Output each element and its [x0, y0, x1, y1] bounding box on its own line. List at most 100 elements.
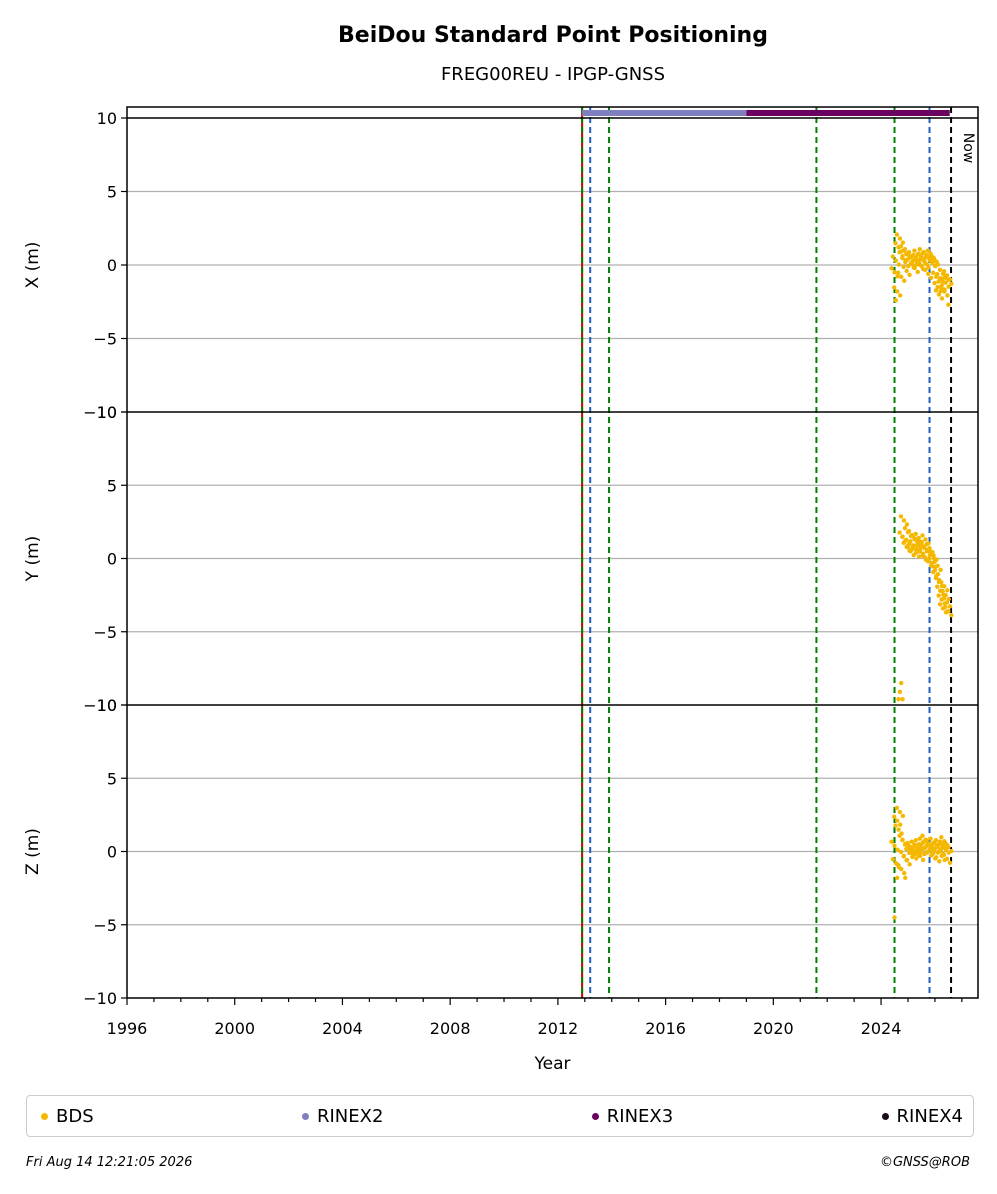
data-point-x	[925, 271, 931, 277]
data-point-x	[931, 270, 936, 275]
x-tick-label: 2016	[645, 1019, 686, 1038]
data-point-y	[931, 569, 936, 575]
data-point-x	[937, 267, 943, 273]
data-point-x	[909, 261, 914, 267]
y-axis-label-y: Y (m)	[23, 536, 43, 583]
data-point-y	[923, 537, 928, 542]
y-tick-label-x: −10	[83, 403, 117, 422]
data-point-x	[904, 268, 909, 274]
data-point-x	[936, 292, 942, 297]
data-point-x	[906, 249, 912, 255]
legend-label-bds: BDS	[56, 1105, 94, 1127]
data-point-z	[897, 833, 902, 838]
data-point-y	[941, 596, 947, 601]
data-point-z	[937, 859, 942, 864]
footer-credit: ©GNSS@ROB	[879, 1155, 970, 1170]
data-point-x	[897, 249, 902, 255]
data-point-x	[892, 285, 897, 290]
data-point-x	[932, 280, 937, 286]
data-point-y	[898, 514, 904, 519]
legend-item-rinex3: RINEX3	[591, 1105, 674, 1127]
now-label: Now	[960, 133, 976, 164]
data-point-y	[945, 588, 950, 593]
data-point-z	[897, 809, 903, 815]
x-tick-label: 2004	[322, 1019, 363, 1038]
data-point-z	[895, 847, 900, 852]
data-point-y	[927, 556, 932, 562]
data-point-y	[921, 544, 927, 550]
data-point-y	[928, 549, 933, 554]
data-point-y	[936, 593, 941, 598]
data-point-x	[917, 247, 922, 252]
data-point-z	[903, 875, 908, 881]
data-point-z	[900, 813, 906, 819]
data-point-y	[904, 522, 910, 527]
y-tick-label-z: 10	[97, 696, 117, 715]
x-tick-label: 2008	[430, 1019, 471, 1038]
data-point-z	[917, 853, 923, 859]
data-point-z	[925, 840, 931, 846]
data-point-z	[902, 870, 907, 876]
data-point-x	[914, 258, 920, 264]
data-point-x	[899, 274, 904, 279]
legend: BDS RINEX2 RINEX3 RINEX4	[26, 1095, 974, 1137]
data-point-y	[938, 567, 943, 573]
data-point-x	[946, 302, 951, 307]
data-point-x	[912, 248, 917, 253]
data-point-y	[933, 575, 939, 581]
data-point-z	[934, 855, 939, 860]
data-point-x	[894, 232, 900, 237]
data-point-y	[916, 537, 921, 543]
legend-label-rinex3: RINEX3	[606, 1105, 674, 1127]
data-point-x	[935, 262, 941, 267]
data-point-x	[900, 240, 906, 245]
data-point-z	[904, 846, 909, 852]
data-point-x	[936, 279, 941, 284]
data-point-y	[905, 544, 910, 550]
data-point-x	[946, 284, 951, 289]
data-point-x	[939, 285, 944, 290]
data-point-z	[909, 839, 914, 844]
data-point-y	[899, 680, 904, 686]
data-point-x	[893, 258, 899, 263]
data-point-y	[901, 518, 907, 523]
data-point-y	[901, 540, 906, 545]
data-point-y	[904, 537, 909, 543]
data-point-z	[904, 858, 909, 863]
data-point-z	[907, 862, 912, 867]
x-tick-label: 1996	[107, 1019, 148, 1038]
data-point-x	[922, 267, 928, 273]
data-point-x	[896, 262, 902, 267]
data-point-z	[935, 843, 940, 849]
data-point-x	[917, 262, 923, 268]
data-point-y	[909, 533, 914, 538]
data-point-y	[918, 540, 924, 545]
data-point-x	[916, 251, 921, 256]
y-tick-label-x: −5	[93, 330, 117, 349]
data-point-z	[939, 835, 944, 840]
data-point-x	[935, 284, 940, 290]
data-point-x	[892, 270, 897, 275]
data-point-x	[941, 269, 947, 274]
data-point-x	[905, 257, 910, 262]
y-tick-label-z: 0	[107, 843, 117, 862]
y-tick-label-y: 10	[97, 403, 117, 422]
data-point-z	[892, 843, 897, 848]
data-point-z	[922, 845, 928, 850]
data-point-y	[935, 563, 940, 569]
data-point-y	[913, 531, 918, 537]
data-point-x	[946, 277, 951, 282]
data-point-y	[924, 542, 929, 547]
data-point-z	[920, 833, 925, 838]
data-point-y	[946, 596, 951, 602]
data-point-y	[942, 584, 947, 589]
data-point-z	[895, 818, 900, 823]
data-point-y	[908, 539, 913, 544]
data-point-x	[923, 261, 928, 266]
data-point-y	[932, 559, 937, 565]
data-point-z	[920, 857, 926, 863]
x-tick-label: 2012	[538, 1019, 579, 1038]
y-tick-label-z: −10	[83, 989, 117, 1008]
data-point-x	[924, 252, 929, 258]
data-point-x	[890, 254, 896, 259]
